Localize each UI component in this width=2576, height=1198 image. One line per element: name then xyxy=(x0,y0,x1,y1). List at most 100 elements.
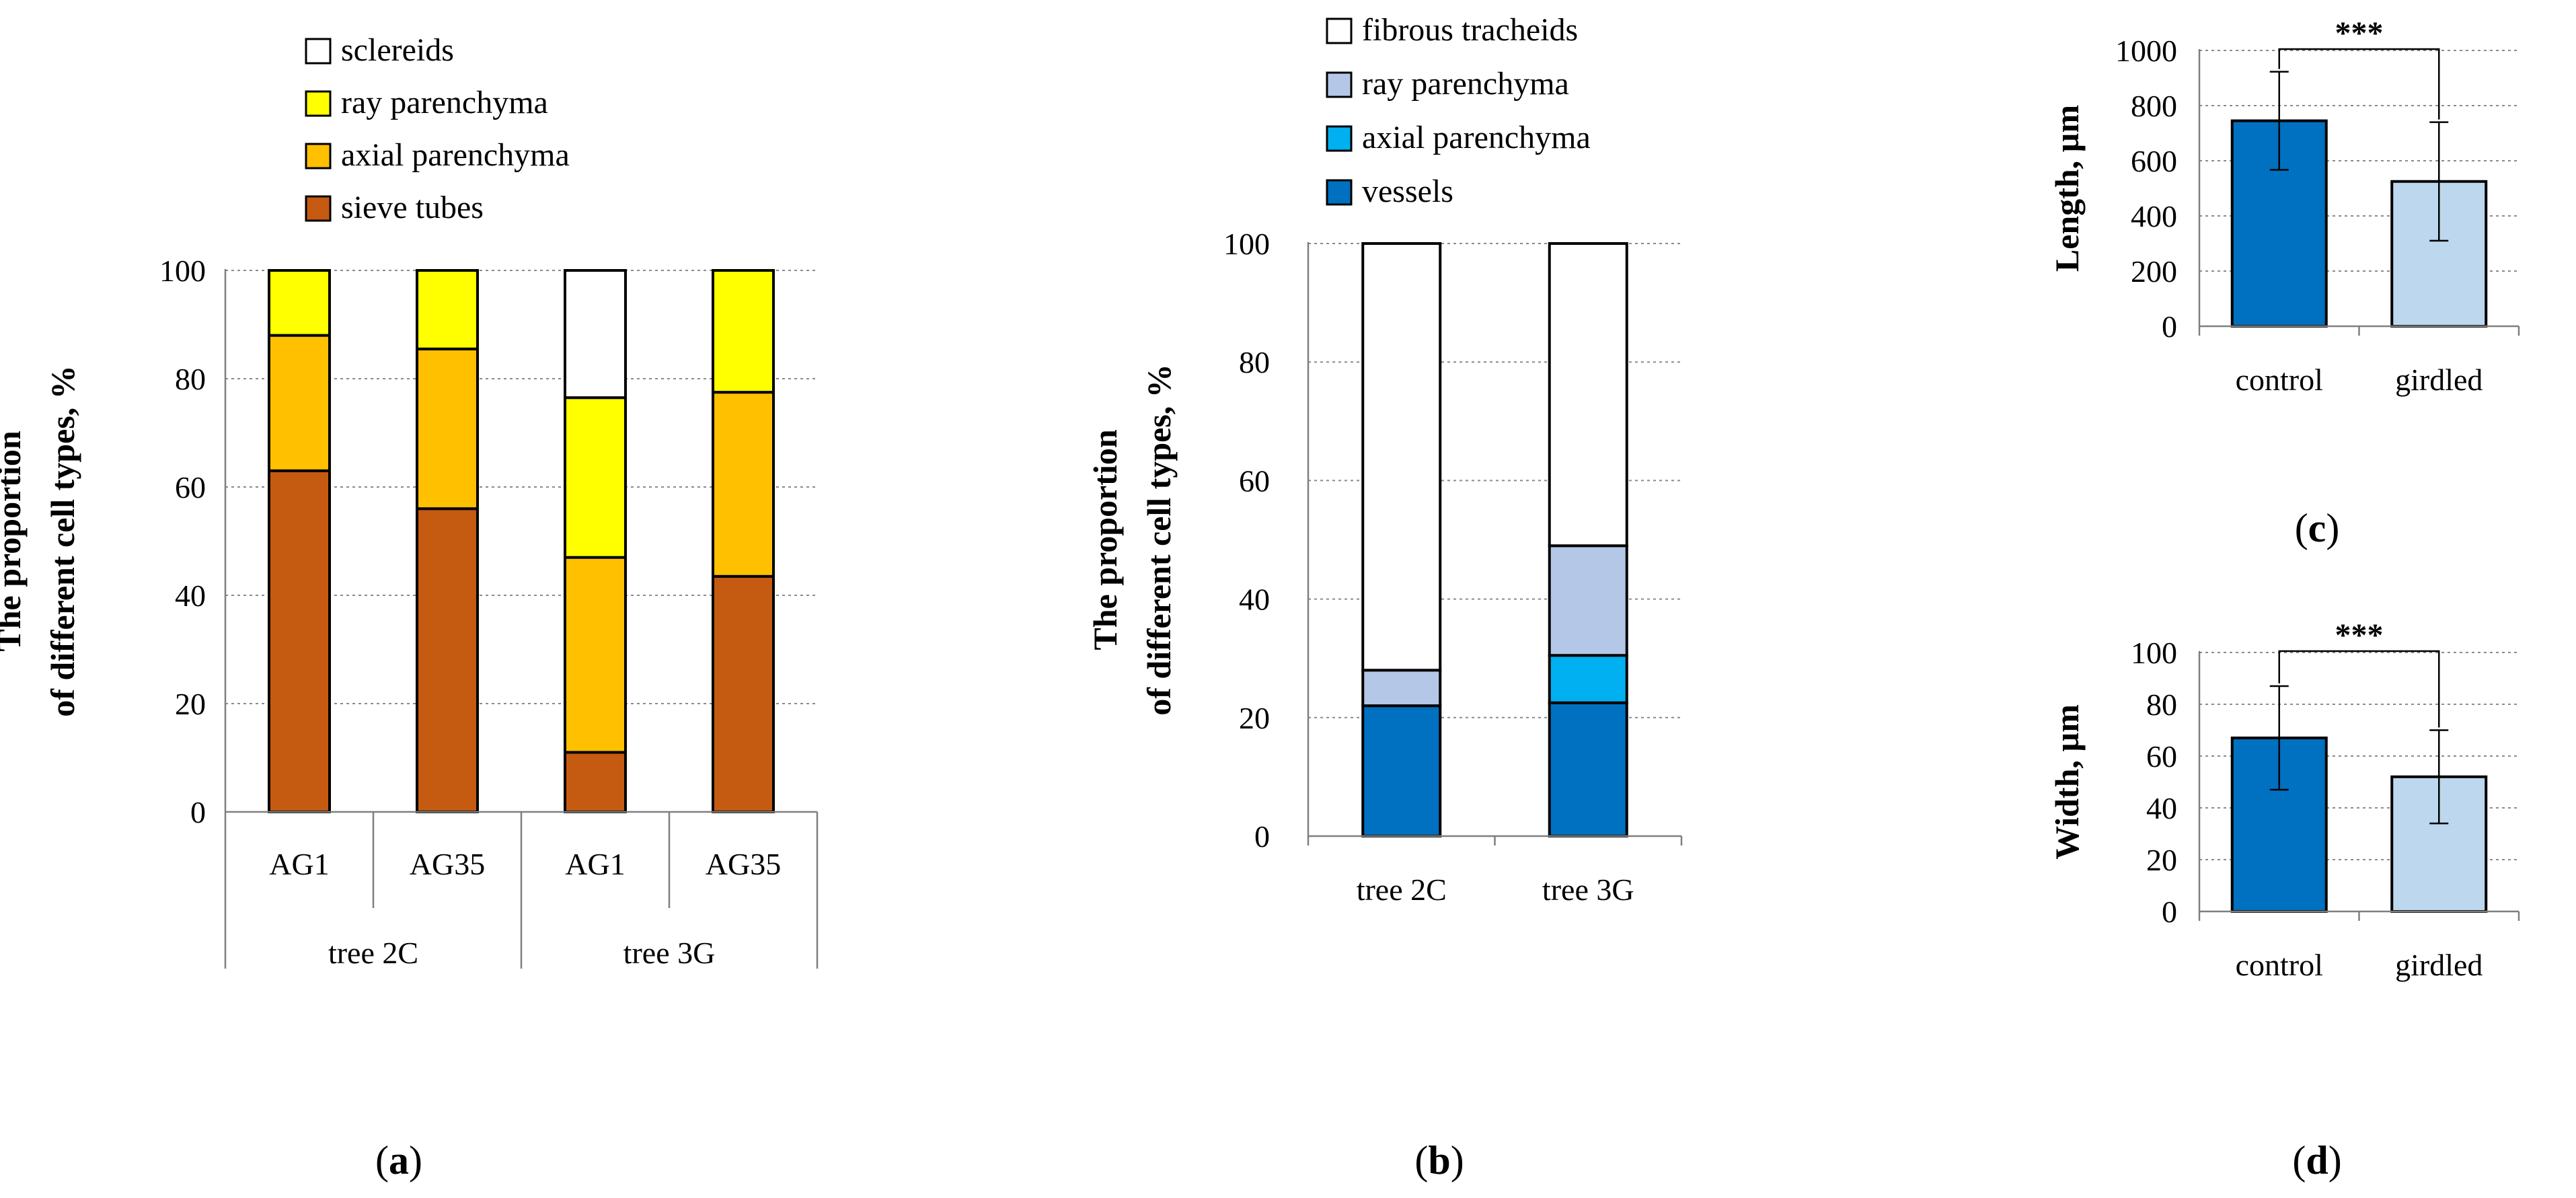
legend-label-axial-parenchyma: axial parenchyma xyxy=(1362,120,1591,155)
panel-label-close: ) xyxy=(1451,1138,1464,1183)
x-tick-label: AG35 xyxy=(706,847,781,881)
bar-segment-axial-parenchyma xyxy=(712,391,775,578)
y-axis-title: The proportion of different cell types, % xyxy=(1086,364,1178,716)
y-tick-label: 0 xyxy=(2162,309,2177,344)
legend-swatch-axial-parenchyma xyxy=(305,143,332,170)
legend-label-sclereids: sclereids xyxy=(341,32,454,68)
legend-swatch-sieve-tubes xyxy=(305,195,332,222)
panel-label: (a) xyxy=(375,1138,422,1183)
y-tick-label: 20 xyxy=(1239,701,1270,735)
y-tick-label: 60 xyxy=(1239,463,1270,498)
bar-segment-sieve-tubes xyxy=(268,469,331,813)
y-tick-label: 80 xyxy=(2146,687,2177,722)
legend-swatch-sclereids xyxy=(305,38,332,65)
bar-segment-vessels xyxy=(1361,704,1442,838)
bar-segment-axial-parenchyma xyxy=(1548,654,1628,704)
y-tick-label: 100 xyxy=(159,254,206,288)
x-tick-label: AG1 xyxy=(565,847,625,881)
bar-segment-ray-parenchyma xyxy=(1361,669,1442,708)
chart-panel-a: 0 20 40 60 80 100 The proportion of different c… xyxy=(0,32,819,1183)
panel-label: (d) xyxy=(2292,1138,2341,1183)
y-tick-label: 100 xyxy=(1223,227,1270,261)
legend-label-ray-parenchyma: ray parenchyma xyxy=(1362,66,1569,102)
y-tick-label: 40 xyxy=(1239,583,1270,617)
group-label: tree 3G xyxy=(623,936,716,970)
panel-label-close: ) xyxy=(2326,506,2339,550)
y-tick-label: 800 xyxy=(2131,89,2177,123)
legend-label-axial-parenchyma: axial parenchyma xyxy=(341,137,570,173)
significance-marker: *** xyxy=(2335,15,2384,51)
bar-segment-ray-parenchyma xyxy=(416,269,479,350)
panel-label-open: ( xyxy=(2292,1138,2306,1183)
x-tick-label: AG1 xyxy=(269,847,329,881)
bar-segment-fibrous-tracheids xyxy=(1361,242,1442,672)
x-tick-label: tree 3G xyxy=(1542,872,1634,907)
chart-panel-d: 0 20 40 60 80 100 Width, µm control girdled *** (d… xyxy=(2048,617,2520,1183)
y-tick-label: 40 xyxy=(2146,791,2177,825)
bar-segment-ray-parenchyma xyxy=(268,269,331,337)
y-axis-title: Length, µm xyxy=(2048,105,2086,272)
legend-label-vessels: vessels xyxy=(1362,174,1453,209)
x-tick-label: AG35 xyxy=(410,847,485,881)
legend: fibrous tracheids ray parenchyma axial par… xyxy=(1326,12,1591,209)
bar-segment-fibrous-tracheids xyxy=(1548,242,1628,548)
legend-swatch-axial-parenchyma xyxy=(1326,125,1353,152)
legend-label-ray-parenchyma: ray parenchyma xyxy=(341,85,548,120)
bar-segment-axial-parenchyma xyxy=(416,347,479,511)
panel-label-open: ( xyxy=(2295,506,2308,550)
significance-marker: *** xyxy=(2335,617,2384,653)
y-tick-label: 1000 xyxy=(2115,34,2177,68)
bar-segment-sieve-tubes xyxy=(564,751,627,813)
bar-segment-axial-parenchyma xyxy=(564,556,627,754)
y-tick-label: 60 xyxy=(175,470,206,504)
y-tick-label: 600 xyxy=(2131,144,2177,178)
x-tick-label: girdled xyxy=(2395,363,2483,397)
chart-panel-b: 0 20 40 60 80 100 The proportion of different c… xyxy=(1086,12,1683,1183)
y-axis-title: Width, µm xyxy=(2048,704,2086,860)
x-tick-label: control xyxy=(2236,948,2323,982)
y-axis-title: The proportion of different cell types, % xyxy=(0,365,81,717)
y-tick-label: 60 xyxy=(2146,739,2177,774)
bar-segment-sieve-tubes xyxy=(416,507,479,813)
y-tick-label: 0 xyxy=(1254,819,1270,854)
legend-label-fibrous-tracheids: fibrous tracheids xyxy=(1362,12,1578,48)
y-axis-title-line: Length, µm xyxy=(2048,105,2086,272)
significance-bracket xyxy=(2278,650,2440,728)
panel-label-letter: c xyxy=(2308,506,2326,550)
y-axis-title-line: The proportion xyxy=(0,430,28,651)
bar-segment-ray-parenchyma xyxy=(1548,544,1628,657)
panel-label-letter: a xyxy=(389,1138,409,1183)
panel-label-open: ( xyxy=(1414,1138,1428,1183)
legend-swatch-ray-parenchyma xyxy=(305,90,332,117)
y-tick-label: 200 xyxy=(2131,254,2177,289)
group-label: tree 2C xyxy=(328,936,418,970)
y-tick-label: 40 xyxy=(175,578,206,613)
y-tick-label: 20 xyxy=(2146,843,2177,877)
legend-swatch-fibrous-tracheids xyxy=(1326,17,1353,44)
panel-label: (c) xyxy=(2295,506,2340,550)
y-tick-label: 80 xyxy=(175,362,206,396)
y-axis-title-line: of different cell types, % xyxy=(1140,364,1178,716)
significance-bracket xyxy=(2278,48,2440,120)
legend-label-sieve-tubes: sieve tubes xyxy=(341,190,484,225)
y-tick-label: 80 xyxy=(1239,345,1270,379)
y-axis-title-line: The proportion xyxy=(1086,429,1124,650)
bar-segment-ray-parenchyma xyxy=(712,269,775,394)
panel-label: (b) xyxy=(1414,1138,1464,1183)
y-tick-label: 400 xyxy=(2131,199,2177,233)
panel-label-close: ) xyxy=(2328,1138,2342,1183)
legend-swatch-ray-parenchyma xyxy=(1326,71,1353,98)
bar-segment-sclereids xyxy=(564,269,627,400)
bar-segment-axial-parenchyma xyxy=(268,334,331,472)
panel-label-open: ( xyxy=(375,1138,389,1183)
legend: sclereids ray parenchyma axial parenchyma s… xyxy=(305,32,570,225)
x-tick-label: girdled xyxy=(2395,948,2483,982)
y-tick-label: 20 xyxy=(175,687,206,721)
panel-label-letter: b xyxy=(1428,1138,1450,1183)
chart-panel-c: 0 200 400 600 800 1000 Length, µm control girdle… xyxy=(2048,15,2520,550)
y-tick-label: 0 xyxy=(2162,895,2177,929)
bar-segment-ray-parenchyma xyxy=(564,396,627,559)
bar-segment-sieve-tubes xyxy=(712,574,775,813)
bar-segment-vessels xyxy=(1548,701,1628,838)
y-axis-title-line: Width, µm xyxy=(2048,704,2086,860)
